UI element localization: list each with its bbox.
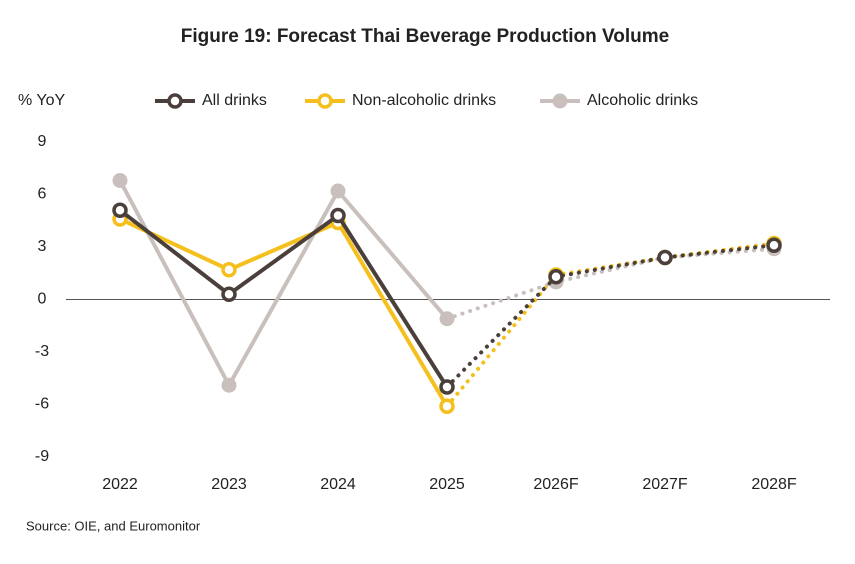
series-line (118, 208, 449, 389)
forecast-line (445, 246, 776, 321)
point (112, 173, 128, 188)
point (657, 249, 673, 266)
point (439, 311, 455, 327)
source-note: Source: OIE, and Euromonitor (26, 518, 201, 533)
x-tick-label: 2023 (211, 476, 247, 493)
legend-label: All drinks (202, 92, 267, 109)
y-tick-label: 6 (38, 186, 47, 203)
point (330, 207, 346, 224)
x-tick-label: 2022 (102, 476, 138, 493)
x-tick-label: 2026F (533, 476, 579, 493)
point (439, 398, 455, 414)
legend-marker (167, 93, 183, 109)
point (330, 183, 346, 199)
y-tick-label: -3 (35, 343, 49, 360)
x-tick-label: 2028F (751, 476, 797, 493)
chart-title: Figure 19: Forecast Thai Beverage Produc… (181, 26, 670, 47)
point (548, 269, 564, 285)
legend-label: Non-alcoholic drinks (352, 92, 496, 109)
point (766, 237, 782, 253)
point (439, 379, 455, 395)
legend-label: Alcoholic drinks (587, 92, 698, 109)
point (112, 202, 128, 218)
y-tick-label: 3 (38, 238, 47, 255)
point (221, 377, 237, 393)
y-tick-label: -6 (35, 396, 49, 413)
x-tick-label: 2027F (642, 476, 688, 493)
series-line (119, 217, 449, 408)
legend-marker (552, 93, 568, 109)
y-axis-label: % YoY (18, 92, 65, 109)
x-tick-label: 2024 (320, 476, 356, 493)
point (221, 262, 237, 278)
y-tick-label: 9 (38, 133, 47, 150)
legend-marker (317, 93, 333, 109)
forecast-line (445, 243, 776, 389)
y-tick-label: -9 (35, 448, 49, 465)
series-line (118, 179, 449, 388)
x-tick-label: 2025 (429, 476, 465, 493)
y-tick-label: 0 (38, 291, 47, 308)
point (221, 286, 237, 302)
